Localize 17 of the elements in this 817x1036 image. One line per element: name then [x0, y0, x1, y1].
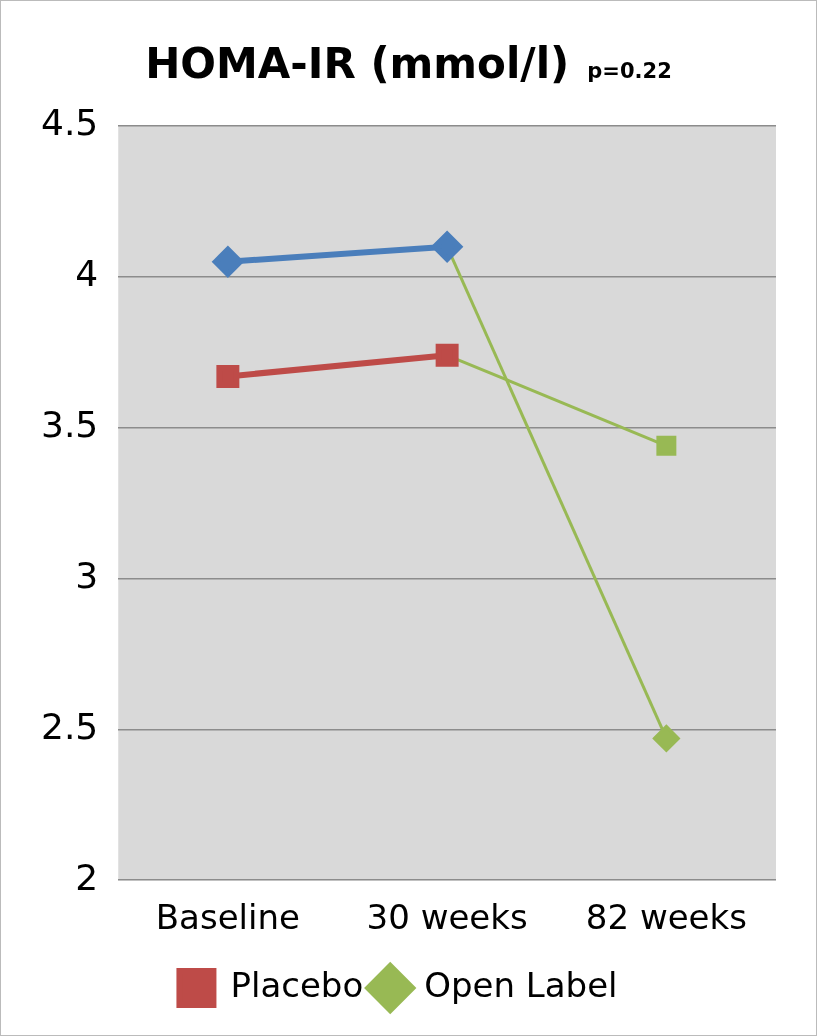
- y-tick-label: 2: [75, 856, 99, 898]
- y-tick-label: 4: [75, 253, 99, 295]
- point: [652, 724, 680, 752]
- point: [216, 364, 240, 388]
- x-tick-label: 30 weeks: [366, 897, 528, 938]
- point: [656, 435, 677, 456]
- point: [212, 246, 243, 277]
- text: p=0.22: [587, 59, 672, 83]
- chart-title: HOMA-IR (mmol/l): [145, 39, 570, 88]
- y-tick-label: 2.5: [40, 705, 99, 747]
- x-tick-label: 82 weeks: [585, 897, 747, 938]
- y-tick-label: 4.5: [40, 102, 99, 144]
- y-tick-label: 3: [75, 554, 99, 596]
- y-tick-label: 3.5: [40, 404, 99, 446]
- legend-label: Placebo: [230, 964, 364, 1005]
- legend-label: Open Label: [424, 964, 618, 1005]
- x-tick-label: Baseline: [155, 897, 300, 938]
